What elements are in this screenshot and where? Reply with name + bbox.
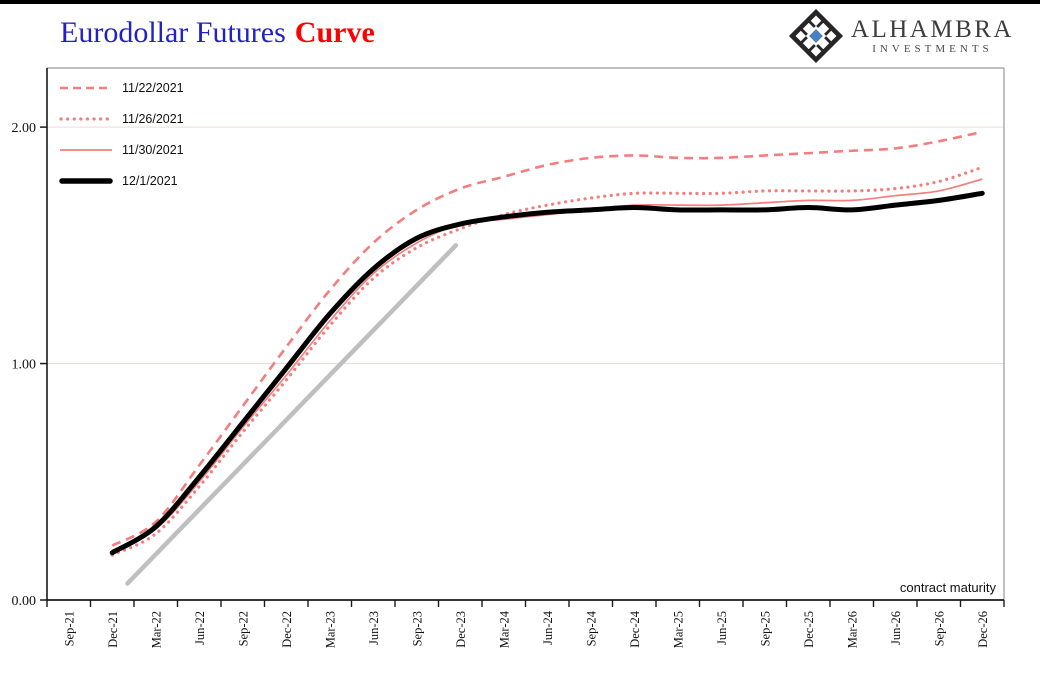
x-tick-label: Sep-23	[410, 611, 424, 646]
x-tick-label: Mar-26	[845, 611, 859, 648]
logo-subtitle: INVESTMENTS	[872, 43, 993, 56]
legend-label: 11/26/2021	[122, 111, 184, 126]
series-line-2	[111, 178, 983, 552]
trend-line	[125, 243, 459, 586]
alhambra-logo: ALHAMBRA INVESTMENTS	[788, 8, 1014, 64]
x-tick-label: Jun-23	[367, 611, 381, 645]
thin-line-swatch-icon	[60, 148, 112, 151]
y-tick-label: 0.00	[12, 594, 37, 609]
alhambra-tile-diamond-icon	[788, 8, 843, 64]
x-tick-label: Jun-26	[889, 611, 903, 645]
legend-item: 11/30/2021	[58, 134, 184, 165]
x-tick-label: Sep-21	[62, 611, 76, 646]
x-tick-label: Dec-23	[454, 611, 468, 648]
legend-item: 11/22/2021	[58, 72, 184, 103]
page-title: Eurodollar Futures Curve	[60, 16, 375, 50]
x-tick-label: Sep-25	[758, 611, 772, 646]
y-tick-label: 1.00	[12, 358, 37, 373]
thick-line-swatch-icon	[59, 177, 113, 184]
x-tick-label: Mar-25	[671, 611, 685, 648]
legend-item: 12/1/2021	[58, 165, 184, 196]
x-tick-label: Dec-25	[802, 611, 816, 648]
logo-text: ALHAMBRA INVESTMENTS	[850, 15, 1014, 56]
x-tick-label: Sep-22	[236, 611, 250, 646]
x-tick-label: Sep-26	[932, 611, 946, 646]
x-tick-label: Dec-21	[106, 611, 120, 648]
x-tick-label: Mar-24	[497, 610, 511, 648]
series-line-1	[110, 165, 984, 557]
legend-item: 11/26/2021	[58, 103, 184, 134]
series-line-3	[109, 190, 985, 556]
series-line-0	[111, 130, 983, 547]
x-tick-label: Dec-24	[628, 610, 642, 648]
x-tick-label: Sep-24	[584, 610, 598, 646]
x-tick-label: Mar-22	[149, 611, 163, 648]
dotted-line-swatch-icon	[59, 116, 114, 121]
legend: 11/22/2021 11/26/2021 11/30/2021 12/1/20…	[58, 72, 184, 196]
legend-label: 11/22/2021	[122, 80, 184, 95]
title-accent: Curve	[294, 16, 375, 49]
title-main: Eurodollar Futures	[60, 16, 286, 49]
legend-label: 11/30/2021	[122, 142, 184, 157]
x-tick-label: Jun-24	[541, 610, 555, 645]
x-tick-label: Mar-23	[323, 611, 337, 648]
x-axis-title: contract maturity	[899, 580, 996, 595]
x-tick-label: Dec-22	[280, 611, 294, 648]
logo-name: ALHAMBRA	[850, 15, 1014, 43]
dashed-line-swatch-icon	[60, 86, 112, 89]
y-tick-label: 2.00	[12, 121, 37, 136]
x-tick-label: Jun-25	[715, 611, 729, 645]
x-tick-label: Dec-26	[976, 611, 990, 648]
legend-label: 12/1/2021	[122, 173, 178, 188]
x-tick-label: Jun-22	[193, 611, 207, 645]
top-border-bar	[0, 0, 1040, 4]
